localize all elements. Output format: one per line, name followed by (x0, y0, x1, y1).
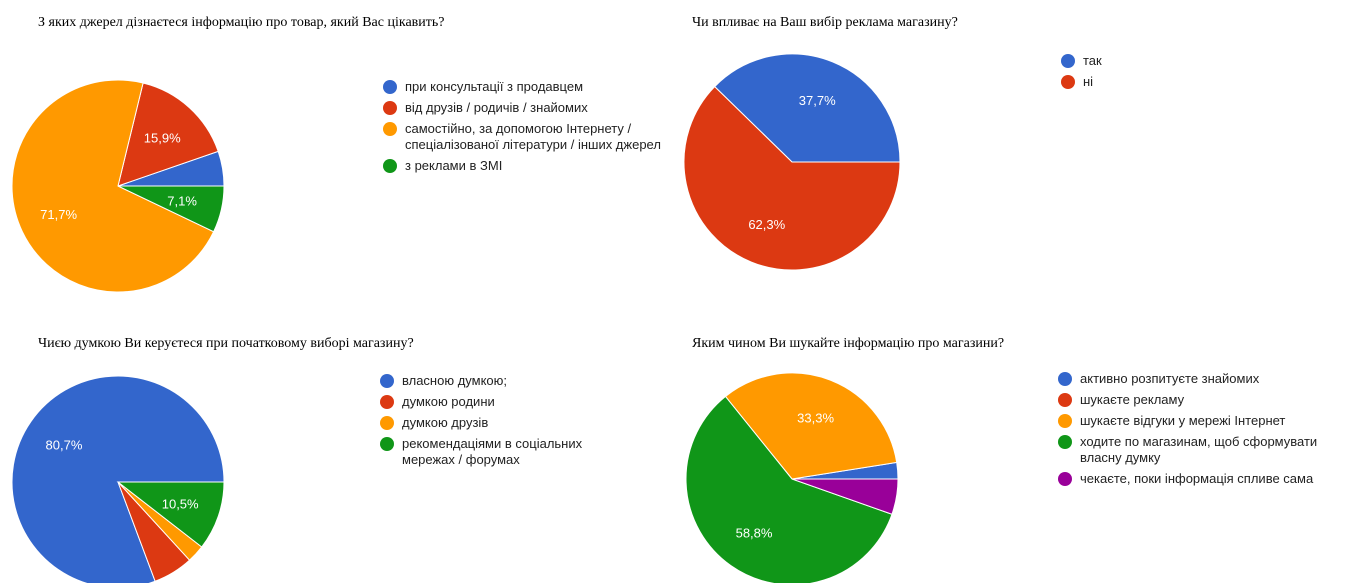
pie-slice-label: 62,3% (748, 217, 785, 232)
legend-swatch (380, 374, 394, 388)
legend-item[interactable]: активно розпитуєте знайомих (1058, 371, 1343, 387)
legend-label: чекаєте, поки інформація спливе сама (1080, 471, 1314, 486)
pie-chart-search: 33,3% 58,8% (685, 372, 899, 583)
pie-slice-2 (117, 82, 219, 187)
legend-label: думкою родини (402, 394, 495, 409)
legend-swatch (1058, 435, 1072, 449)
pie-slice-label: 10,5% (162, 496, 199, 511)
legend-swatch (1058, 393, 1072, 407)
pie-slice-1 (713, 53, 901, 163)
legend-ad-influence: так ні (1061, 53, 1261, 95)
legend-item[interactable]: думкою родини (380, 394, 620, 410)
chart-title: Чиєю думкою Ви керуєтеся при початковому… (38, 336, 414, 351)
legend-item[interactable]: шукаєте відгуки у мережі Інтернет (1058, 413, 1343, 429)
legend-label: шукаєте відгуки у мережі Інтернет (1080, 413, 1286, 428)
legend-search: активно розпитуєте знайомих шукаєте рекла… (1058, 371, 1343, 492)
legend-item[interactable]: ні (1061, 74, 1261, 90)
legend-item[interactable]: думкою друзів (380, 415, 620, 431)
legend-item[interactable]: з реклами в ЗМІ (383, 158, 668, 174)
pie-chart-sources: 15,9% 71,7% 7,1% (11, 79, 225, 293)
legend-swatch (380, 395, 394, 409)
legend-label: з реклами в ЗМІ (405, 158, 503, 173)
pie-slice-4 (117, 185, 225, 233)
legend-sources: при консультації з продавцем від друзів /… (383, 79, 668, 179)
pie-slice-label: 7,1% (167, 194, 197, 209)
legend-opinion: власною думкою; думкою родини думкою друзі… (380, 373, 620, 473)
pie-chart-opinion: 80,7% 10,5% (11, 375, 225, 583)
legend-item[interactable]: при консультації з продавцем (383, 79, 668, 95)
legend-item[interactable]: чекаєте, поки інформація спливе сама (1058, 471, 1343, 487)
pie-slice-label: 15,9% (144, 130, 181, 145)
legend-item[interactable]: рекомендаціями в соціальних мережах / фо… (380, 436, 620, 468)
chart-title: З яких джерел дізнаєтеся інформацію про … (38, 15, 445, 30)
legend-label: самостійно, за допомогою Інтернету / спе… (405, 121, 661, 152)
legend-swatch (380, 416, 394, 430)
legend-swatch (383, 122, 397, 136)
legend-label: так (1083, 53, 1102, 68)
pie-slice-label: 58,8% (736, 526, 773, 541)
legend-item[interactable]: ходите по магазинам, щоб сформувати влас… (1058, 434, 1343, 466)
legend-label: думкою друзів (402, 415, 489, 430)
pie-slice-label: 33,3% (797, 411, 834, 426)
legend-swatch (380, 437, 394, 451)
legend-label: активно розпитуєте знайомих (1080, 371, 1260, 386)
legend-swatch (1061, 75, 1075, 89)
pie-chart-ad-influence: 37,7% 62,3% (683, 53, 901, 271)
legend-item[interactable]: самостійно, за допомогою Інтернету / спе… (383, 121, 668, 153)
pie-slice-label: 71,7% (40, 207, 77, 222)
legend-label: при консультації з продавцем (405, 79, 584, 94)
pie-slice-4 (116, 481, 225, 548)
legend-swatch (1058, 372, 1072, 386)
legend-item[interactable]: від друзів / родичів / знайомих (383, 100, 668, 116)
chart-title: Яким чином Ви шукайте інформацію про маг… (692, 336, 1005, 351)
legend-swatch (383, 80, 397, 94)
pie-slice-3 (11, 79, 215, 293)
chart-title: Чи впливає на Ваш вибір реклама магазину… (692, 15, 958, 30)
legend-swatch (1058, 414, 1072, 428)
legend-label: від друзів / родичів / знайомих (405, 100, 588, 115)
legend-label: рекомендаціями в соціальних мережах / фо… (402, 436, 583, 467)
pie-slice-1 (11, 375, 225, 583)
legend-label: ходите по магазинам, щоб сформувати влас… (1080, 434, 1318, 465)
legend-item[interactable]: власною думкою; (380, 373, 620, 389)
pie-slice-5 (791, 478, 899, 515)
pie-slice-2 (683, 85, 901, 271)
pie-slice-3 (724, 372, 898, 480)
pie-slice-label: 80,7% (46, 438, 83, 453)
legend-swatch (383, 101, 397, 115)
legend-swatch (1058, 472, 1072, 486)
legend-swatch (1061, 54, 1075, 68)
legend-label: власною думкою; (402, 373, 507, 388)
legend-label: шукаєте рекламу (1080, 392, 1185, 407)
pie-slice-4 (685, 395, 893, 583)
legend-item[interactable]: шукаєте рекламу (1058, 392, 1343, 408)
legend-label: ні (1083, 74, 1094, 89)
legend-swatch (383, 159, 397, 173)
legend-item[interactable]: так (1061, 53, 1261, 69)
pie-slice-label: 37,7% (799, 93, 836, 108)
